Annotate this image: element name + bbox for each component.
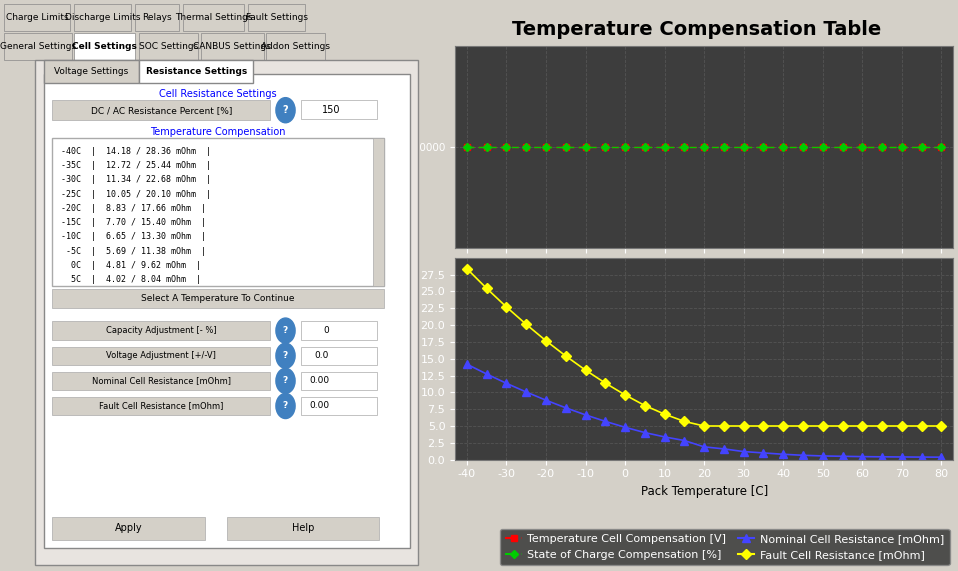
Text: -20C  |  8.83 / 17.66 mOhm  |: -20C | 8.83 / 17.66 mOhm | <box>61 204 206 213</box>
Text: 0.00: 0.00 <box>309 401 330 411</box>
FancyBboxPatch shape <box>74 4 130 31</box>
Text: Thermal Settings: Thermal Settings <box>175 13 252 22</box>
Text: Temperature Compensation: Temperature Compensation <box>150 127 285 138</box>
Text: -25C  |  10.05 / 20.10 mOhm  |: -25C | 10.05 / 20.10 mOhm | <box>61 190 211 199</box>
FancyBboxPatch shape <box>200 33 263 60</box>
FancyBboxPatch shape <box>301 347 377 365</box>
FancyBboxPatch shape <box>53 321 270 340</box>
Text: 0: 0 <box>324 326 330 335</box>
Text: Charge Limits: Charge Limits <box>6 13 68 22</box>
Text: ?: ? <box>283 326 288 335</box>
Text: Temperature Compensation Table: Temperature Compensation Table <box>512 20 881 39</box>
Text: ?: ? <box>283 401 288 411</box>
FancyBboxPatch shape <box>183 4 244 31</box>
Text: -30C  |  11.34 / 22.68 mOhm  |: -30C | 11.34 / 22.68 mOhm | <box>61 175 211 184</box>
FancyBboxPatch shape <box>248 4 305 31</box>
Text: -40C  |  14.18 / 28.36 mOhm  |: -40C | 14.18 / 28.36 mOhm | <box>61 147 211 156</box>
FancyBboxPatch shape <box>266 33 325 60</box>
FancyBboxPatch shape <box>301 397 377 415</box>
Text: ?: ? <box>283 105 288 115</box>
Text: Addon Settings: Addon Settings <box>261 42 330 51</box>
Text: 5C  |  4.02 / 8.04 mOhm  |: 5C | 4.02 / 8.04 mOhm | <box>61 275 201 284</box>
FancyBboxPatch shape <box>53 517 205 540</box>
Text: Voltage Adjustment [+/-V]: Voltage Adjustment [+/-V] <box>106 351 217 360</box>
FancyBboxPatch shape <box>227 517 379 540</box>
Circle shape <box>276 368 295 393</box>
Text: General Settings: General Settings <box>0 42 77 51</box>
Y-axis label: Internal Resistance [mOhm]: Internal Resistance [mOhm] <box>406 286 417 432</box>
FancyBboxPatch shape <box>140 33 198 60</box>
Text: 150: 150 <box>322 105 340 115</box>
Text: Voltage Settings: Voltage Settings <box>55 67 128 76</box>
FancyBboxPatch shape <box>53 347 270 365</box>
Text: Fault Settings: Fault Settings <box>246 13 308 22</box>
Circle shape <box>276 98 295 123</box>
Text: DC / AC Resistance Percent [%]: DC / AC Resistance Percent [%] <box>91 106 232 115</box>
FancyBboxPatch shape <box>373 138 383 286</box>
FancyBboxPatch shape <box>74 33 135 60</box>
FancyBboxPatch shape <box>301 100 377 119</box>
Text: Cell Resistance Settings: Cell Resistance Settings <box>159 89 277 99</box>
X-axis label: Pack Temperature [C]: Pack Temperature [C] <box>641 485 767 498</box>
Text: 0.0: 0.0 <box>315 351 330 360</box>
Text: Nominal Cell Resistance [mOhm]: Nominal Cell Resistance [mOhm] <box>92 376 231 385</box>
Text: Help: Help <box>292 523 314 533</box>
Text: ?: ? <box>283 376 288 385</box>
Text: Relays: Relays <box>142 13 171 22</box>
FancyBboxPatch shape <box>44 60 140 83</box>
FancyBboxPatch shape <box>53 289 383 308</box>
Circle shape <box>276 393 295 419</box>
Text: CANBUS Settings: CANBUS Settings <box>194 42 271 51</box>
Text: 0.00: 0.00 <box>309 376 330 385</box>
Text: -5C  |  5.69 / 11.38 mOhm  |: -5C | 5.69 / 11.38 mOhm | <box>61 247 206 256</box>
Text: -10C  |  6.65 / 13.30 mOhm  |: -10C | 6.65 / 13.30 mOhm | <box>61 232 206 242</box>
FancyBboxPatch shape <box>140 60 253 83</box>
FancyBboxPatch shape <box>5 4 70 31</box>
Text: Cell Settings: Cell Settings <box>72 42 137 51</box>
Text: -15C  |  7.70 / 15.40 mOhm  |: -15C | 7.70 / 15.40 mOhm | <box>61 218 206 227</box>
FancyBboxPatch shape <box>53 372 270 390</box>
Circle shape <box>276 318 295 343</box>
Text: Fault Cell Resistance [mOhm]: Fault Cell Resistance [mOhm] <box>99 401 223 411</box>
Text: ?: ? <box>283 351 288 360</box>
Text: 0C  |  4.81 / 9.62 mOhm  |: 0C | 4.81 / 9.62 mOhm | <box>61 261 201 270</box>
FancyBboxPatch shape <box>53 397 270 415</box>
FancyBboxPatch shape <box>34 60 419 565</box>
FancyBboxPatch shape <box>44 74 410 548</box>
Y-axis label: Voltage / SOC Compensation: Voltage / SOC Compensation <box>376 71 386 222</box>
FancyBboxPatch shape <box>5 33 72 60</box>
FancyBboxPatch shape <box>53 100 270 120</box>
FancyBboxPatch shape <box>301 372 377 390</box>
Legend: Temperature Cell Compensation [V], State of Charge Compensation [%], Nominal Cel: Temperature Cell Compensation [V], State… <box>500 529 949 565</box>
Circle shape <box>276 343 295 368</box>
Text: Apply: Apply <box>115 523 143 533</box>
Text: Select A Temperature To Continue: Select A Temperature To Continue <box>141 294 295 303</box>
Text: SOC Settings: SOC Settings <box>139 42 198 51</box>
Text: -35C  |  12.72 / 25.44 mOhm  |: -35C | 12.72 / 25.44 mOhm | <box>61 161 211 170</box>
FancyBboxPatch shape <box>301 321 377 340</box>
Text: Resistance Settings: Resistance Settings <box>146 67 247 76</box>
Text: Capacity Adjustment [- %]: Capacity Adjustment [- %] <box>106 326 217 335</box>
FancyBboxPatch shape <box>53 138 383 286</box>
FancyBboxPatch shape <box>135 4 179 31</box>
Text: Discharge Limits: Discharge Limits <box>65 13 140 22</box>
